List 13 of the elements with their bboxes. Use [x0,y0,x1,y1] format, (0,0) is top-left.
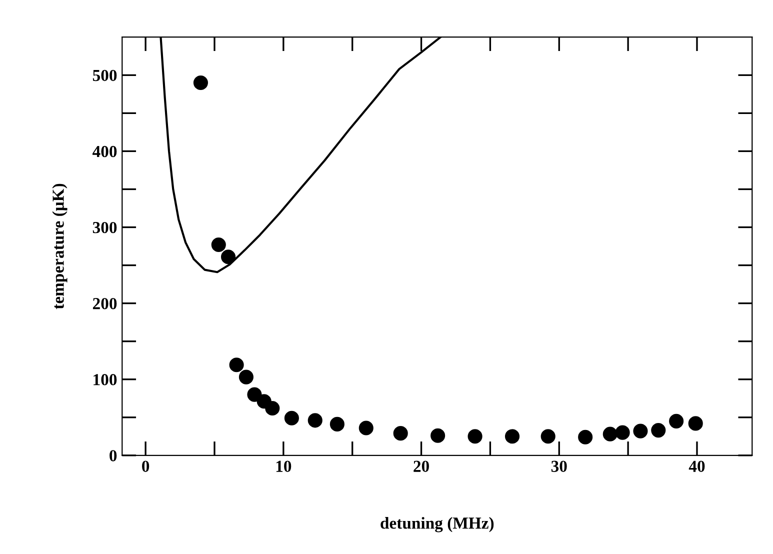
y-tick-label: 500 [92,70,117,82]
x-tick-label: 20 [414,460,429,472]
x-tick-label: 40 [688,460,705,472]
y-tick-label: 400 [92,146,117,158]
y-tick-label: 0 [110,450,117,462]
x-tick-label: 30 [551,460,567,472]
y-axis-title: temperature (μK) [52,184,68,310]
x-tick-label: 10 [276,460,292,472]
y-tick-label: 100 [94,374,117,386]
x-axis-title: detuning (MHz) [380,517,494,532]
y-tick-label: 300 [92,222,117,234]
x-tick-label: 0 [142,460,150,472]
y-tick-label: 200 [92,298,117,310]
